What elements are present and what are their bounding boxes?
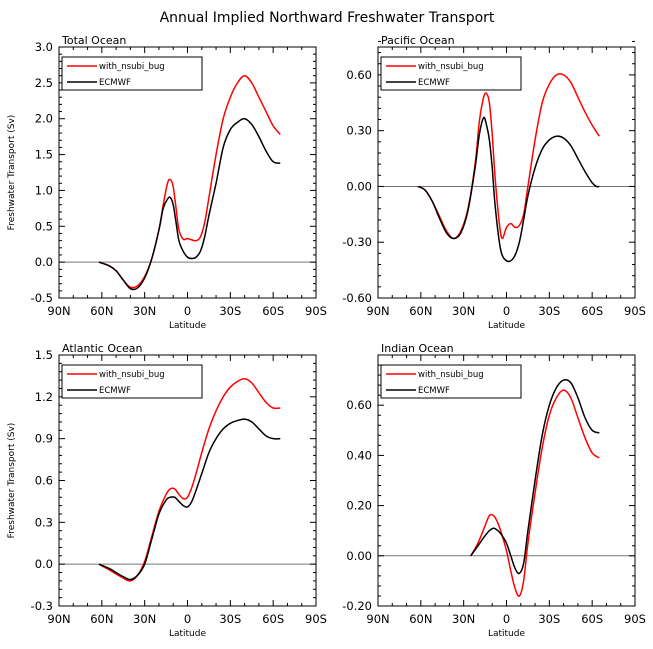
x-tick-label: 30S [219, 612, 241, 626]
y-tick-label: 0.9 [35, 432, 53, 446]
legend-label: with_nsubi_bug [99, 62, 165, 72]
x-tick-label: 60S [262, 304, 284, 318]
y-tick-label: 0.60 [346, 68, 372, 82]
panel-title: Indian Ocean [381, 342, 454, 355]
panel-title: Total Ocean [61, 34, 126, 47]
x-tick-label: 60S [581, 612, 603, 626]
y-tick-label: 0.00 [346, 179, 372, 193]
y-tick-label: 0.3 [35, 515, 53, 529]
legend: with_nsubi_bug ECMWF [380, 364, 522, 399]
x-axis-label: Latitude [488, 321, 526, 331]
figure-title: Annual Implied Northward Freshwater Tran… [160, 10, 495, 26]
legend-label: with_nsubi_bug [99, 370, 165, 380]
legend: with_nsubi_bug ECMWF [61, 364, 203, 399]
y-tick-label: 0.0 [35, 557, 53, 571]
x-tick-label: 30S [538, 612, 560, 626]
x-tick-label: 60S [262, 612, 284, 626]
y-tick-label: 2.0 [35, 112, 53, 126]
y-tick-label: -0.5 [31, 291, 53, 305]
x-tick-label: 90N [366, 612, 389, 626]
y-tick-label: 1.5 [35, 348, 53, 362]
x-tick-label: 0 [184, 612, 191, 626]
x-tick-label: 60N [90, 304, 113, 318]
legend-box [380, 364, 522, 399]
y-tick-label: 0.6 [35, 474, 53, 488]
x-tick-label: 30N [133, 304, 156, 318]
y-tick-label: 0.30 [346, 124, 372, 138]
y-tick-label: -0.60 [342, 291, 372, 305]
y-tick-label: 0.20 [346, 499, 372, 513]
y-tick-label: -0.3 [31, 599, 53, 613]
y-tick-label: 1.2 [35, 390, 53, 404]
x-tick-label: 0 [503, 612, 510, 626]
legend-label: ECMWF [418, 78, 450, 88]
x-tick-label: 0 [503, 304, 510, 318]
x-axis-label: Latitude [169, 321, 207, 331]
legend-label: with_nsubi_bug [418, 370, 484, 380]
x-tick-label: 30S [219, 304, 241, 318]
legend-label: ECMWF [99, 386, 131, 396]
y-tick-label: -0.30 [342, 235, 372, 249]
series-line-ECMWF [470, 378, 600, 575]
legend-label: ECMWF [418, 386, 450, 396]
y-tick-label: 0.5 [35, 219, 53, 233]
y-tick-label: 3.0 [35, 40, 53, 54]
x-tick-label: 30N [452, 612, 475, 626]
x-tick-label: 90N [366, 304, 389, 318]
x-tick-label: 30N [452, 304, 475, 318]
series-line-with_nsubi_bug [98, 74, 281, 289]
legend-box [380, 56, 522, 91]
legend-label: ECMWF [99, 78, 131, 88]
panels: 90N 60N 30N 0 30S 60S 90S -0.5 0.0 0.5 1.0 1.5 2.0 2.… [7, 34, 646, 639]
x-tick-label: 90N [47, 612, 70, 626]
chart-panel-1: 90N 60N 30N 0 30S 60S 90S -0.5 0.0 0.5 1.0 1.5 2.0 2.… [7, 34, 327, 331]
series-line-with_nsubi_bug [470, 389, 600, 597]
x-tick-label: 90S [624, 612, 646, 626]
x-tick-label: 30N [133, 612, 156, 626]
panel-title: Atlantic Ocean [62, 342, 143, 355]
x-tick-label: 90S [624, 304, 646, 318]
series-line-ECMWF [98, 418, 281, 581]
y-axis-label: Freshwater Transport (Sv) [7, 115, 17, 231]
y-tick-label: 0.00 [346, 549, 372, 563]
chart-panel-2: 90N 60N 30N 0 30S 60S 90S -0.60 -0.30 0.00 0.30 0.6… [342, 34, 646, 331]
x-tick-label: 60N [90, 612, 113, 626]
y-tick-label: 0.0 [35, 255, 53, 269]
series-line-with_nsubi_bug [98, 377, 281, 582]
x-tick-label: 30S [538, 304, 560, 318]
x-tick-label: 60N [409, 612, 432, 626]
series-line-with_nsubi_bug [417, 73, 600, 240]
legend: with_nsubi_bug ECMWF [61, 56, 203, 91]
x-tick-label: 90N [47, 304, 70, 318]
chart-panel-3: 90N 60N 30N 0 30S 60S 90S -0.3 0.0 0.3 0.6 0.9 1.2 1.… [7, 342, 327, 639]
y-tick-label: 0.40 [346, 448, 372, 462]
legend: with_nsubi_bug ECMWF [380, 56, 522, 91]
y-tick-label: 0.60 [346, 398, 372, 412]
y-axis-label: Freshwater Transport (Sv) [7, 423, 17, 539]
series-line-ECMWF [417, 116, 600, 263]
x-tick-label: 0 [184, 304, 191, 318]
legend-box [61, 56, 203, 91]
x-tick-label: 60S [581, 304, 603, 318]
x-tick-label: 90S [305, 612, 327, 626]
panel-title: Pacific Ocean [381, 34, 455, 47]
x-axis-label: Latitude [488, 629, 526, 639]
y-tick-label: 1.0 [35, 183, 53, 197]
x-axis-label: Latitude [169, 629, 207, 639]
y-tick-label: 1.5 [35, 148, 53, 162]
legend-box [61, 364, 203, 399]
chart-panel-4: 90N 60N 30N 0 30S 60S 90S -0.20 0.00 0.20 0.40 0.60… [342, 342, 646, 639]
y-tick-label: -0.20 [342, 599, 372, 613]
x-tick-label: 90S [305, 304, 327, 318]
x-tick-label: 60N [409, 304, 432, 318]
series-line-ECMWF [98, 117, 281, 291]
legend-label: with_nsubi_bug [418, 62, 484, 72]
y-tick-label: 2.5 [35, 76, 53, 90]
